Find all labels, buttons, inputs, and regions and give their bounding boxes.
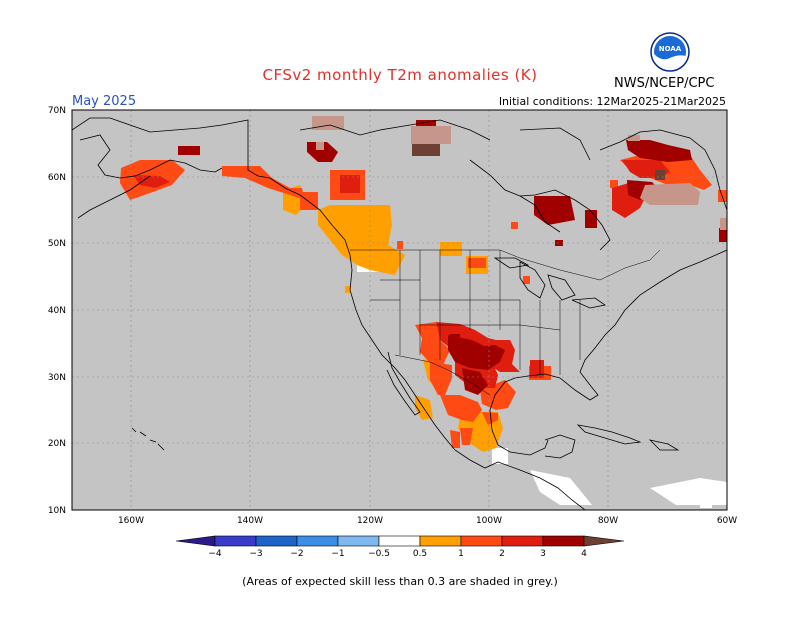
initial-conditions: Initial conditions: 12Mar2025-21Mar2025 bbox=[498, 95, 726, 108]
coastlines bbox=[72, 117, 727, 510]
lon-label-140w: 140W bbox=[237, 516, 263, 526]
colorbar-label: 1 bbox=[458, 549, 464, 559]
colorbar-label: −4 bbox=[208, 549, 222, 559]
footnote: (Areas of expected skill less than 0.3 a… bbox=[242, 575, 558, 588]
colorbar-swatch-neutral bbox=[378, 535, 421, 547]
colorbar-label: −2 bbox=[290, 549, 303, 559]
political-borders bbox=[350, 249, 661, 396]
colorbar-label: 4 bbox=[581, 549, 587, 559]
lon-label-60w: 60W bbox=[717, 516, 737, 526]
map-layers bbox=[72, 110, 727, 510]
lon-label-80w: 80W bbox=[598, 516, 618, 526]
longitude-labels: 160W 140W 120W 100W 80W 60W bbox=[118, 516, 737, 526]
colorbar-swatch-05-1 bbox=[419, 535, 462, 547]
colorbar bbox=[175, 535, 625, 547]
anomaly-3-4 bbox=[178, 120, 727, 395]
colorbar-swatch-m2-m1 bbox=[296, 535, 339, 547]
lon-label-100w: 100W bbox=[476, 516, 502, 526]
lat-label-40: 40N bbox=[48, 306, 66, 316]
lat-label-30: 30N bbox=[48, 373, 66, 383]
anomaly-4-plus bbox=[312, 116, 727, 230]
colorbar-swatch-m4-m3 bbox=[214, 535, 257, 547]
lat-label-60: 60N bbox=[48, 173, 66, 183]
noaa-logo-text: NOAA bbox=[659, 45, 682, 53]
noaa-logo-icon: NOAA bbox=[650, 32, 690, 72]
lat-label-50: 50N bbox=[48, 239, 66, 249]
colorbar-label: −3 bbox=[249, 549, 262, 559]
colorbar-swatch-lt-4 bbox=[175, 535, 216, 547]
colorbar-swatch-3-4 bbox=[542, 535, 585, 547]
colorbar-label: 3 bbox=[540, 549, 546, 559]
organization-label: NWS/NCEP/CPC bbox=[614, 76, 715, 91]
colorbar-swatch-gt-4 bbox=[583, 535, 625, 547]
colorbar-label: −1 bbox=[331, 549, 344, 559]
colorbar-swatch-m1-m05 bbox=[337, 535, 380, 547]
latitude-labels: 70N 60N 50N 40N 30N 20N 10N bbox=[48, 106, 66, 516]
colorbar-label: 2 bbox=[499, 549, 505, 559]
lon-label-120w: 120W bbox=[357, 516, 383, 526]
anomaly-extreme bbox=[412, 144, 665, 180]
chart-title: CFSv2 monthly T2m anomalies (K) bbox=[262, 66, 538, 84]
map-frame bbox=[71, 109, 728, 511]
lon-label-160w: 160W bbox=[118, 516, 144, 526]
colorbar-label: 0.5 bbox=[413, 549, 427, 559]
colorbar-swatch-m3-m2 bbox=[255, 535, 298, 547]
colorbar-swatch-2-3 bbox=[501, 535, 544, 547]
lat-label-20: 20N bbox=[48, 439, 66, 449]
lat-label-70: 70N bbox=[48, 106, 66, 116]
lat-label-10: 10N bbox=[48, 506, 66, 516]
colorbar-labels: −4 −3 −2 −1 −0.5 0.5 1 2 3 4 bbox=[208, 549, 587, 559]
valid-month: May 2025 bbox=[72, 94, 137, 109]
colorbar-label: −0.5 bbox=[368, 549, 390, 559]
colorbar-swatch-1-2 bbox=[460, 535, 503, 547]
